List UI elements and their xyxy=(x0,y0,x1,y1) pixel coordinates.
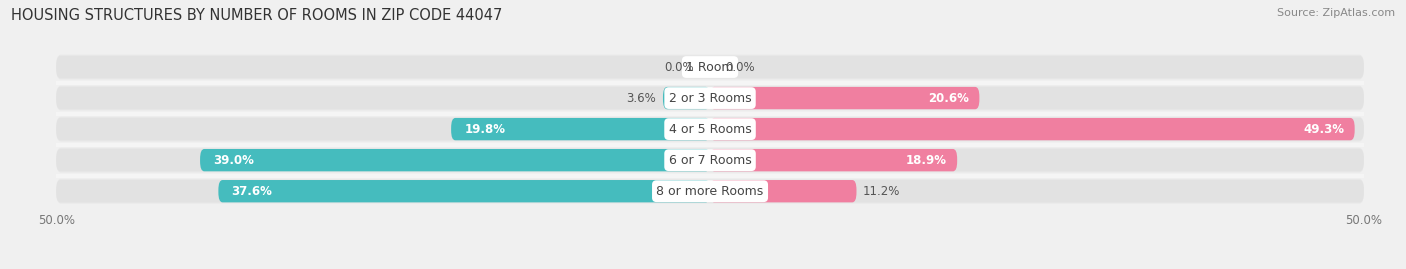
FancyBboxPatch shape xyxy=(710,180,856,202)
Text: 2 or 3 Rooms: 2 or 3 Rooms xyxy=(669,91,751,105)
Text: 1 Room: 1 Room xyxy=(686,61,734,73)
Text: 11.2%: 11.2% xyxy=(863,185,900,198)
FancyBboxPatch shape xyxy=(451,118,710,140)
FancyBboxPatch shape xyxy=(56,180,1364,202)
FancyBboxPatch shape xyxy=(664,87,710,109)
Text: 18.9%: 18.9% xyxy=(905,154,946,167)
FancyBboxPatch shape xyxy=(56,56,1364,78)
Text: 8 or more Rooms: 8 or more Rooms xyxy=(657,185,763,198)
FancyBboxPatch shape xyxy=(710,118,1354,140)
Text: 6 or 7 Rooms: 6 or 7 Rooms xyxy=(669,154,751,167)
FancyBboxPatch shape xyxy=(56,148,1364,173)
Text: HOUSING STRUCTURES BY NUMBER OF ROOMS IN ZIP CODE 44047: HOUSING STRUCTURES BY NUMBER OF ROOMS IN… xyxy=(11,8,502,23)
Text: 19.8%: 19.8% xyxy=(464,123,505,136)
Text: 0.0%: 0.0% xyxy=(725,61,755,73)
FancyBboxPatch shape xyxy=(56,117,1364,141)
FancyBboxPatch shape xyxy=(56,87,1364,109)
FancyBboxPatch shape xyxy=(710,149,957,171)
FancyBboxPatch shape xyxy=(200,149,710,171)
Text: 3.6%: 3.6% xyxy=(627,91,657,105)
Text: 4 or 5 Rooms: 4 or 5 Rooms xyxy=(669,123,751,136)
FancyBboxPatch shape xyxy=(56,55,1364,79)
FancyBboxPatch shape xyxy=(56,149,1364,171)
Text: 37.6%: 37.6% xyxy=(232,185,273,198)
Text: 39.0%: 39.0% xyxy=(214,154,254,167)
FancyBboxPatch shape xyxy=(56,86,1364,111)
FancyBboxPatch shape xyxy=(710,87,980,109)
FancyBboxPatch shape xyxy=(56,179,1364,204)
FancyBboxPatch shape xyxy=(56,118,1364,140)
Text: Source: ZipAtlas.com: Source: ZipAtlas.com xyxy=(1277,8,1395,18)
Text: 0.0%: 0.0% xyxy=(665,61,695,73)
Text: 20.6%: 20.6% xyxy=(928,91,969,105)
Text: 49.3%: 49.3% xyxy=(1303,123,1344,136)
Legend: Owner-occupied, Renter-occupied: Owner-occupied, Renter-occupied xyxy=(579,264,841,269)
FancyBboxPatch shape xyxy=(218,180,710,202)
